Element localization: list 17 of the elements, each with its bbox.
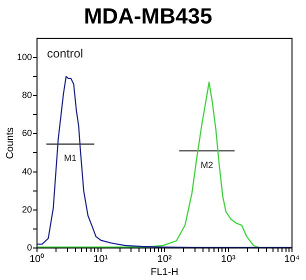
series-label: M1 (64, 153, 77, 164)
y-tick-label: 80 (22, 90, 32, 100)
y-tick-label: 60 (22, 128, 32, 138)
y-tick-label: 20 (22, 204, 32, 214)
annotation: control (47, 46, 84, 61)
y-tick-label: 100 (16, 52, 32, 62)
y-tick-label: 0 (27, 242, 32, 252)
chart-title: MDA-MB435 (84, 3, 212, 28)
x-tick-label: 10³ (221, 254, 236, 265)
y-tick-label: 40 (22, 166, 32, 176)
x-tick-label: 10¹ (94, 254, 109, 265)
x-tick-label: 10² (157, 254, 172, 265)
series-label: M2 (200, 160, 214, 170)
x-tick-label: 10⁴ (284, 254, 300, 265)
x-tick-label: 10⁰ (29, 252, 45, 265)
x-axis-title: FL1-H (150, 266, 178, 278)
y-axis-title: Counts (4, 127, 16, 160)
